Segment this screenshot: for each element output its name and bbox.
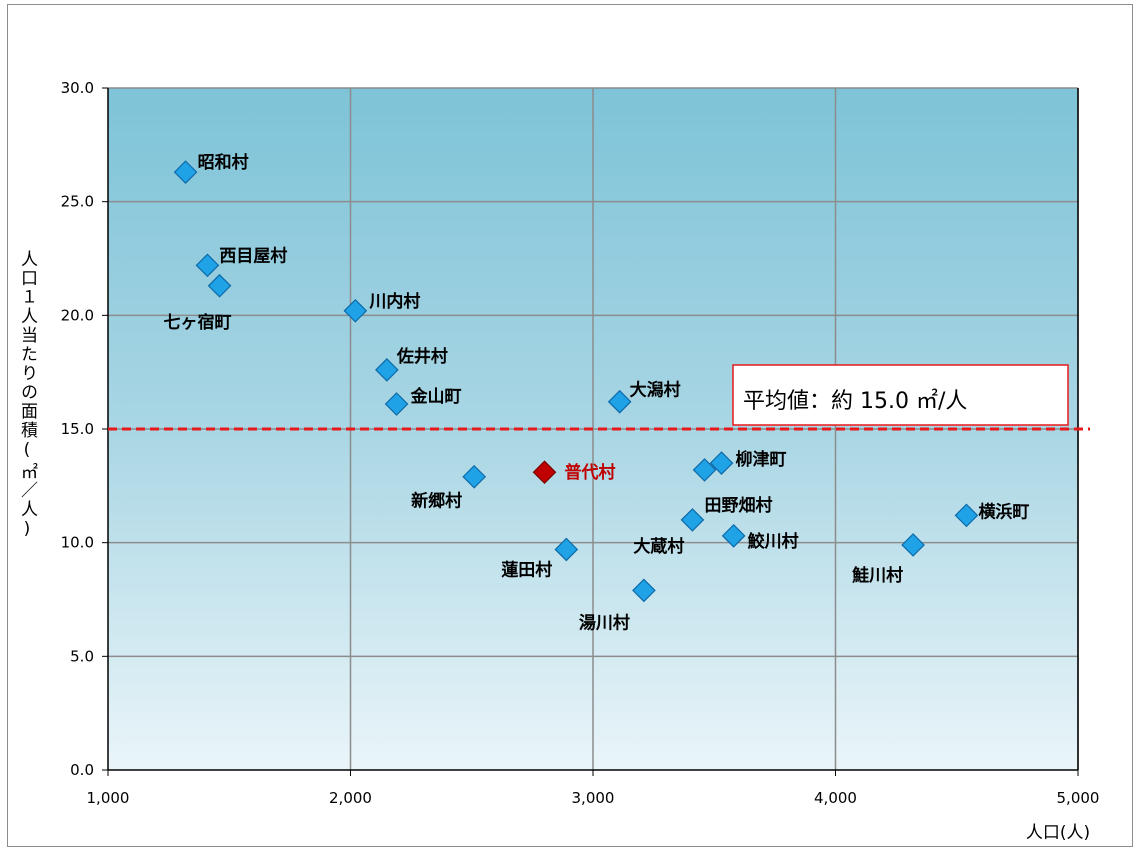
data-point-marker — [607, 389, 632, 414]
data-point-marker — [901, 533, 925, 557]
data-point-marker — [343, 298, 368, 323]
data-point-marker — [384, 392, 409, 416]
data-point-label: 大蔵村 — [633, 536, 684, 557]
y-axis-label: 人口１人当たりの面積(㎡／人) — [17, 250, 38, 541]
data-point-label: 鮫川村 — [748, 531, 799, 552]
y-tick-label: 20.0 — [61, 306, 94, 324]
x-tick-label: 2,000 — [329, 789, 372, 807]
data-point-label: 川内村 — [368, 291, 420, 312]
y-tick-label: 0.0 — [70, 761, 94, 779]
x-axis-label: 人口(人) — [1026, 823, 1090, 843]
data-point-label: 普代村 — [565, 462, 616, 483]
data-point-marker — [632, 578, 656, 603]
x-tick-label: 4,000 — [814, 789, 857, 807]
average-label-box: 平均値：約 15.0 ㎡/人 — [732, 364, 1069, 426]
data-point-marker — [692, 458, 717, 482]
data-point-label: 柳津町 — [736, 449, 787, 470]
y-tick-label: 15.0 — [61, 420, 94, 438]
data-point-marker — [375, 358, 399, 382]
y-tick-label: 5.0 — [70, 647, 94, 665]
data-point-label: 七ヶ宿町 — [164, 312, 232, 333]
data-point-label: 新郷村 — [411, 491, 462, 512]
data-points — [173, 160, 979, 603]
data-point-label: 蓮田村 — [501, 559, 552, 580]
data-point-label: 西目屋村 — [219, 245, 287, 266]
data-point-marker — [721, 523, 746, 548]
y-tick-label: 10.0 — [61, 534, 94, 552]
data-point-label: 大潟村 — [630, 380, 681, 401]
data-point-marker — [195, 253, 220, 278]
data-point-label: 田野畑村 — [705, 495, 773, 516]
average-label: 平均値：約 15.0 ㎡/人 — [743, 388, 967, 414]
y-tick-label: 25.0 — [61, 193, 94, 211]
data-point-marker — [462, 464, 487, 489]
data-point-marker — [173, 160, 198, 184]
data-point-label: 金山町 — [410, 386, 462, 407]
data-point-label: 湯川村 — [579, 612, 630, 633]
data-point-label: 佐井村 — [396, 346, 448, 367]
y-tick-label: 30.0 — [61, 79, 94, 97]
data-point-marker — [680, 508, 705, 532]
chart-frame — [7, 4, 1133, 847]
data-point-marker — [532, 460, 557, 485]
data-point-label: 昭和村 — [198, 152, 249, 173]
data-point-marker — [709, 451, 734, 475]
data-point-marker — [954, 503, 979, 528]
x-tick-label: 3,000 — [572, 789, 615, 807]
data-point-marker — [207, 273, 232, 298]
x-tick-label: 1,000 — [87, 789, 130, 807]
data-point-marker — [554, 537, 579, 562]
x-tick-label: 5,000 — [1057, 789, 1100, 807]
data-point-label: 横浜町 — [978, 501, 1029, 522]
data-point-label: 鮭川村 — [852, 565, 903, 586]
